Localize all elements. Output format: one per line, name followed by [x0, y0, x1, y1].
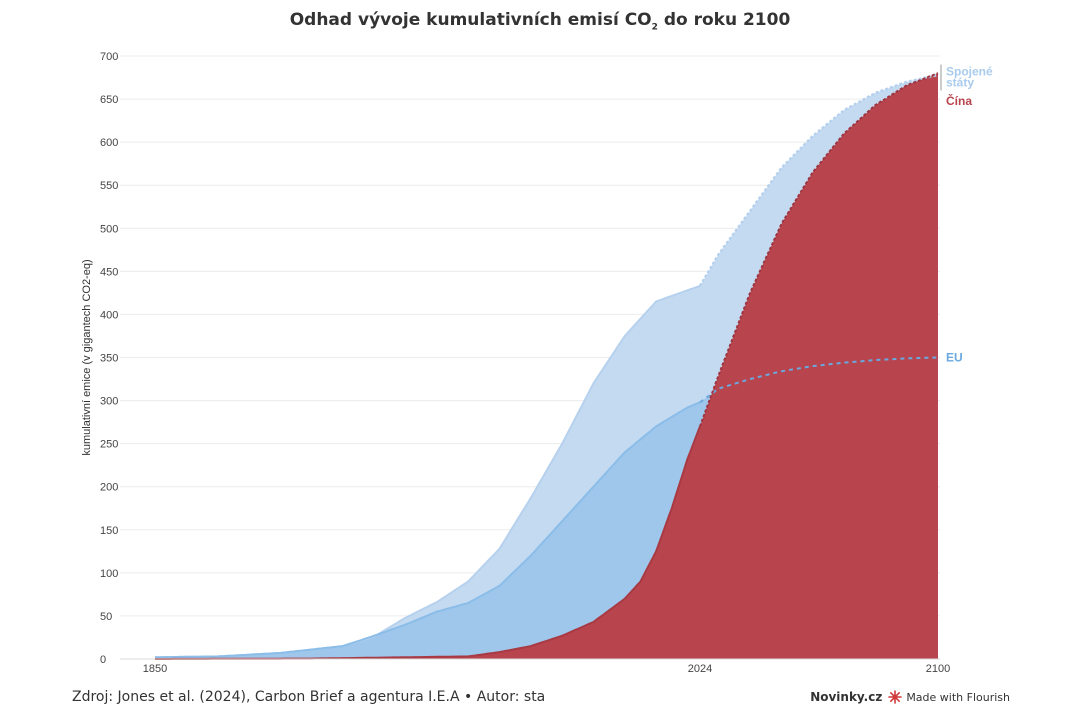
series-line-eu-history: [154, 401, 701, 659]
y-tick-label: 0: [100, 654, 106, 666]
y-tick-label: 300: [100, 396, 118, 408]
y-tick-label: 200: [100, 482, 118, 494]
legend-label-eu: EU: [946, 351, 963, 365]
made-with-label: Made with Flourish: [906, 690, 1010, 704]
y-tick-label: 400: [100, 309, 118, 321]
footer-branding: Novinky.cz Made with Flourish: [810, 690, 1010, 704]
series-area-cina: [155, 73, 938, 659]
source-note: Zdroj: Jones et al. (2024), Carbon Brief…: [72, 689, 546, 705]
flourish-link[interactable]: Made with Flourish: [888, 690, 1010, 704]
x-tick-label: 2024: [688, 663, 712, 675]
y-tick-label: 600: [100, 137, 118, 149]
y-tick-label: 450: [100, 266, 118, 278]
y-tick-label: 50: [100, 611, 112, 623]
y-tick-label: 650: [100, 94, 118, 106]
y-tick-label: 550: [100, 180, 118, 192]
series-line-spojene-staty-projection: [698, 73, 939, 287]
legend-label-cina: Čína: [946, 93, 972, 108]
x-tick-label: 2100: [926, 663, 950, 675]
chart-title: Odhad vývoje kumulativních emisí CO2 do …: [289, 10, 791, 33]
y-tick-label: 500: [100, 223, 118, 235]
flourish-icon: [888, 690, 903, 704]
y-axis-label: kumulativní emice (v gigantech CO2-eq): [81, 259, 93, 455]
legend-label-spojene-staty: Spojené státy: [946, 65, 993, 90]
y-tick-label: 250: [100, 439, 118, 451]
y-tick-label: 350: [100, 353, 118, 365]
x-tick-label: 1850: [143, 663, 167, 675]
portal-logo[interactable]: Novinky.cz: [810, 690, 883, 704]
y-tick-label: 100: [100, 568, 118, 580]
y-tick-label: 150: [100, 525, 118, 537]
y-tick-label: 700: [100, 51, 118, 63]
